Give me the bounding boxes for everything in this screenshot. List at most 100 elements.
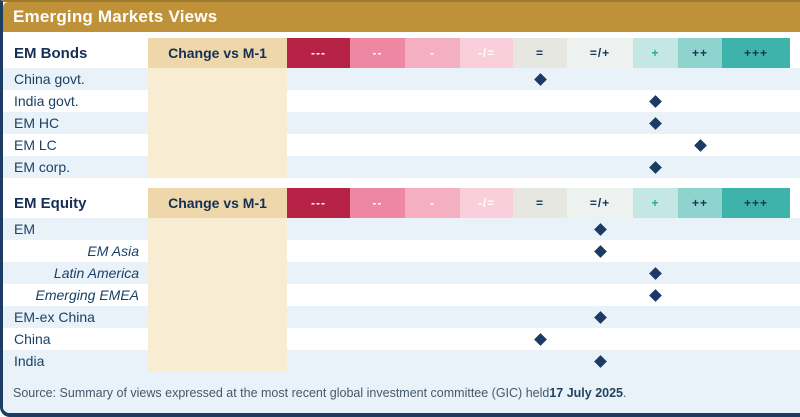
change-vs-m1-cell (148, 68, 287, 90)
rating-cell-- (722, 112, 790, 134)
scale-header-cell--: - (405, 188, 460, 218)
rating-cell-- (513, 90, 567, 112)
rating-cell-- (633, 218, 678, 240)
scale-header-cell--: ++ (678, 38, 722, 68)
rating-cell-- (633, 134, 678, 156)
rating-cell-- (678, 306, 722, 328)
rating-cell-- (287, 350, 350, 372)
rating-cell-- (460, 284, 513, 306)
rating-cell-- (567, 134, 633, 156)
rating-cell-- (567, 306, 633, 328)
rating-cell-- (405, 156, 460, 178)
section-title-em-equity: EM Equity (14, 194, 87, 212)
rating-cell-- (633, 328, 678, 350)
table-row-india-govt-: India govt. (3, 90, 800, 112)
rating-cell-- (633, 240, 678, 262)
rating-cell-- (513, 218, 567, 240)
rating-cell-- (633, 68, 678, 90)
row-label: India (14, 353, 45, 369)
scale-header-cell--: = (513, 188, 567, 218)
rating-cell-- (567, 262, 633, 284)
rating-cell-- (678, 284, 722, 306)
rating-cell-- (513, 134, 567, 156)
rating-cell-- (633, 284, 678, 306)
row-label: EM LC (14, 137, 57, 153)
rating-cell-- (350, 156, 405, 178)
section-header-row-em-bonds: EM Bonds Change vs M-1 --- -- - -/= = =/+ + ++ +++ (3, 38, 800, 68)
scale-header-cell--: -/= (460, 38, 513, 68)
scale-header-cell--: +++ (722, 38, 790, 68)
rating-cell-- (350, 350, 405, 372)
rating-cell-- (513, 350, 567, 372)
rating-cell-- (513, 306, 567, 328)
rating-cell-- (678, 240, 722, 262)
rating-cell-- (678, 112, 722, 134)
row-filler (790, 156, 800, 178)
view-diamond (649, 266, 662, 280)
section-title-em-bonds: EM Bonds (14, 44, 88, 62)
scale-header-cell--: ++ (678, 188, 722, 218)
view-diamond (693, 138, 707, 152)
rating-cell-- (405, 350, 460, 372)
rating-cell-- (513, 328, 567, 350)
rating-cell-- (350, 68, 405, 90)
rating-cell-- (567, 218, 633, 240)
change-vs-m1-cell (148, 218, 287, 240)
scale-header-cell--: - (405, 38, 460, 68)
rating-cell-- (460, 90, 513, 112)
change-vs-m1-header: Change vs M-1 (148, 188, 287, 218)
rating-cell-- (567, 328, 633, 350)
rating-cell-- (513, 68, 567, 90)
rating-cell-- (633, 306, 678, 328)
source-period: . (623, 385, 627, 400)
rating-cell-- (350, 284, 405, 306)
change-vs-m1-cell (148, 90, 287, 112)
scale-header-cell--: + (633, 38, 678, 68)
header-filler (790, 38, 800, 68)
row-label: EM (14, 221, 35, 237)
header-filler (790, 188, 800, 218)
rating-cell-- (567, 350, 633, 372)
row-label: EM corp. (14, 159, 71, 175)
rating-cell-- (287, 218, 350, 240)
row-filler (790, 350, 800, 372)
rating-cell-- (460, 218, 513, 240)
source-note: Source: Summary of views expressed at th… (3, 372, 800, 413)
rating-cell-- (633, 350, 678, 372)
rating-cell-- (567, 284, 633, 306)
scale-header-cell--: =/+ (567, 188, 633, 218)
rating-cell-- (513, 156, 567, 178)
rating-cell-- (405, 90, 460, 112)
scale-header-cell--: -- (350, 38, 405, 68)
rating-cell-- (678, 328, 722, 350)
rating-cell-- (722, 90, 790, 112)
view-diamond (649, 288, 662, 302)
rating-cell-- (722, 68, 790, 90)
view-diamond (649, 94, 662, 108)
rating-cell-- (678, 68, 722, 90)
rating-cell-- (722, 218, 790, 240)
table-row-china: China (3, 328, 800, 350)
scale-header-cell--: + (633, 188, 678, 218)
page-title: Emerging Markets Views (3, 2, 800, 32)
row-filler (790, 134, 800, 156)
rating-cell-- (460, 68, 513, 90)
row-filler (790, 284, 800, 306)
scale-header-cell--: --- (287, 188, 350, 218)
section-gap (3, 178, 800, 188)
rating-cell-- (405, 68, 460, 90)
rating-cell-- (287, 134, 350, 156)
view-diamond (533, 332, 547, 346)
source-text: Source: Summary of views expressed at th… (13, 385, 550, 400)
scale-header-cell--: =/+ (567, 38, 633, 68)
view-diamond (593, 244, 607, 258)
scale-header-cell--: -/= (460, 188, 513, 218)
rating-cell-- (633, 90, 678, 112)
rating-cell-- (722, 350, 790, 372)
table-row-em-hc: EM HC (3, 112, 800, 134)
rating-cell-- (722, 284, 790, 306)
row-label: China (14, 331, 51, 347)
row-label: EM Asia (87, 243, 139, 259)
rating-cell-- (567, 240, 633, 262)
change-vs-m1-cell (148, 240, 287, 262)
